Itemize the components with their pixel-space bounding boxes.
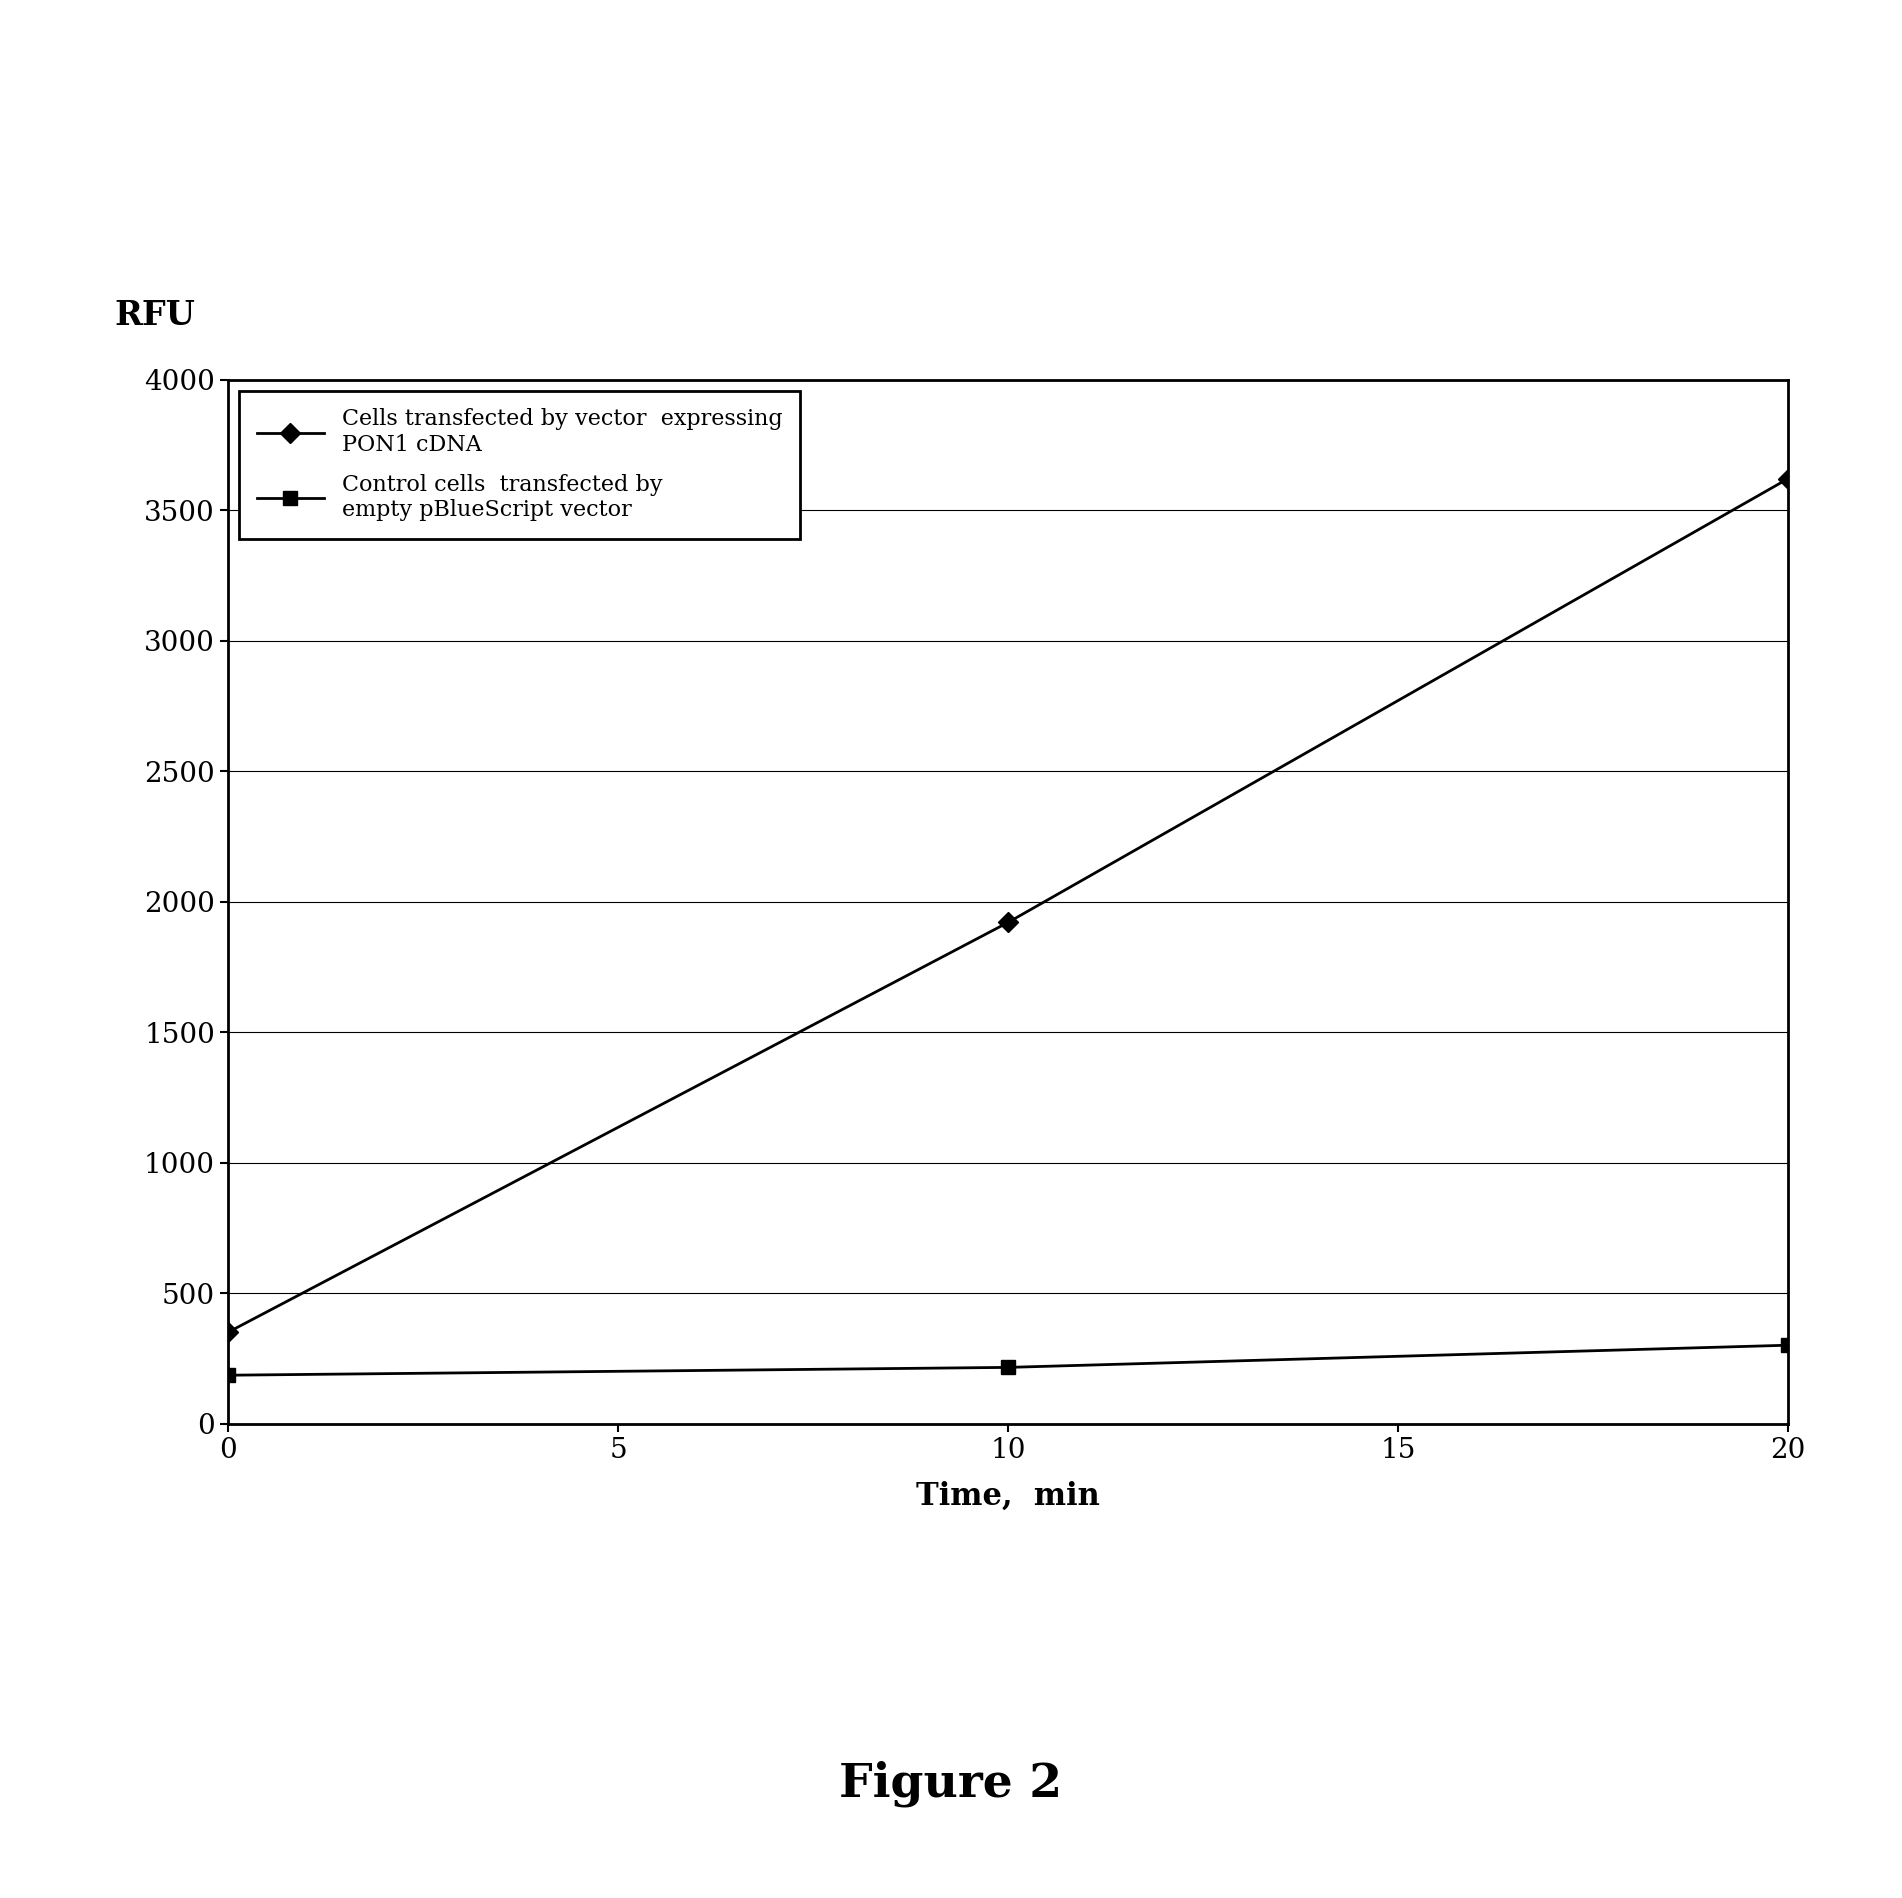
Cells transfected by vector  expressing
PON1 cDNA [1776, 467, 1799, 490]
Cells transfected by vector  expressing
PON1 cDNA [217, 1321, 240, 1344]
Legend: Cells transfected by vector  expressing
PON1 cDNA, Control cells  transfected by: Cells transfected by vector expressing P… [240, 391, 801, 539]
Cells transfected by vector  expressing
PON1 cDNA [997, 911, 1019, 934]
Control cells  transfected by
empty pBlueScript vector [1776, 1334, 1799, 1357]
Line: Control cells  transfected by
empty pBlueScript vector: Control cells transfected by empty pBlue… [221, 1338, 1795, 1382]
Text: Figure 2: Figure 2 [839, 1761, 1063, 1807]
Line: Cells transfected by vector  expressing
PON1 cDNA: Cells transfected by vector expressing P… [221, 473, 1795, 1340]
Text: RFU: RFU [114, 300, 196, 332]
X-axis label: Time,  min: Time, min [917, 1480, 1099, 1511]
Control cells  transfected by
empty pBlueScript vector [997, 1355, 1019, 1378]
Control cells  transfected by
empty pBlueScript vector [217, 1365, 240, 1387]
